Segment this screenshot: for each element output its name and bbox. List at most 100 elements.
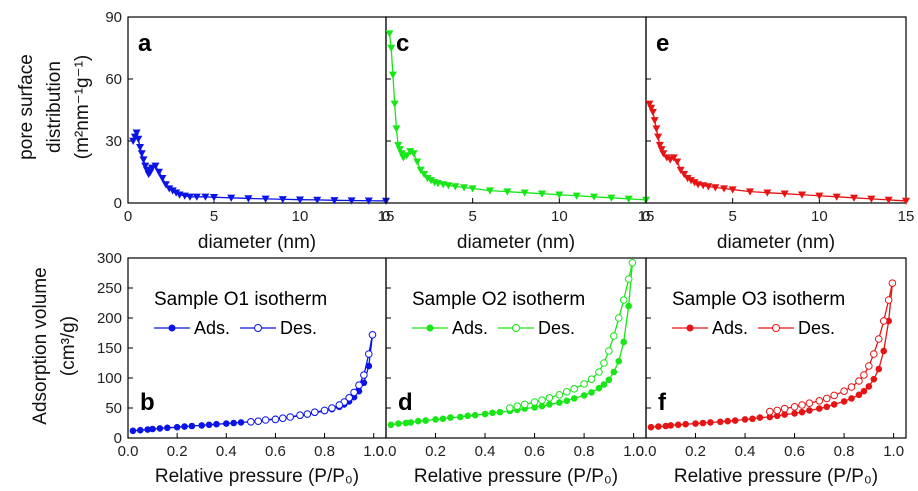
data-point <box>875 365 883 373</box>
data-point <box>360 371 368 379</box>
series-line <box>390 262 634 426</box>
data-point <box>763 189 772 197</box>
x-tick-label: 0.8 <box>834 443 855 460</box>
x-tick-label: 0 <box>124 208 132 225</box>
data-point <box>303 410 312 418</box>
data-point <box>173 423 181 431</box>
plot-frame <box>127 16 387 204</box>
data-point <box>766 407 774 416</box>
data-point <box>165 185 174 193</box>
data-point <box>690 179 699 187</box>
data-point <box>444 182 453 190</box>
legend-ads-marker <box>426 324 434 332</box>
data-point <box>628 259 637 267</box>
data-point <box>247 418 255 426</box>
data-point <box>840 398 848 405</box>
panel-letter: f <box>658 389 667 416</box>
data-point <box>580 392 588 399</box>
data-point <box>798 191 806 199</box>
data-point <box>880 347 888 355</box>
data-point <box>580 380 588 388</box>
legend-ads-marker <box>168 324 176 332</box>
x-tick-label: 0.4 <box>216 443 237 460</box>
x-tick-label: 0 <box>382 208 390 225</box>
data-point <box>154 168 163 176</box>
data-point <box>364 197 373 205</box>
data-point <box>144 426 151 433</box>
data-point <box>570 395 578 402</box>
data-point <box>806 407 813 414</box>
data-point <box>815 397 824 405</box>
data-point <box>464 412 472 420</box>
series-line <box>250 334 374 423</box>
data-point <box>439 415 447 423</box>
data-point <box>506 404 514 412</box>
data-point <box>620 338 628 346</box>
data-point <box>588 389 595 396</box>
data-point <box>422 417 429 424</box>
data-point <box>847 383 856 391</box>
data-point <box>397 150 406 158</box>
data-point <box>420 170 429 179</box>
data-point <box>286 413 294 421</box>
x-axis-label: diameter (nm) <box>198 232 316 253</box>
data-point <box>392 125 401 133</box>
y-tick-label: 30 <box>105 133 122 150</box>
data-point <box>823 403 831 411</box>
data-point <box>520 189 529 197</box>
legend-des-label: Des. <box>798 318 835 338</box>
data-point <box>840 387 848 396</box>
data-point <box>707 419 714 426</box>
data-point <box>692 420 699 427</box>
y-tick-label: 0 <box>114 195 122 212</box>
data-point <box>647 423 655 431</box>
data-point <box>704 183 713 191</box>
bottom-y-axis-label: Adsorption volume (cm³/g) <box>30 267 79 424</box>
legend-des-marker <box>512 324 520 332</box>
data-point <box>394 141 403 150</box>
data-point <box>387 421 395 429</box>
data-point <box>538 190 546 198</box>
data-point <box>595 384 603 392</box>
data-point <box>156 425 164 432</box>
data-point <box>201 193 210 201</box>
data-point <box>387 44 396 52</box>
panel-d: 0.0 0.2 0.4 0.6 0.8 1.0 Relative pressure (P/P… <box>376 257 647 487</box>
data-point <box>650 117 659 125</box>
data-point <box>368 331 377 339</box>
data-point <box>414 417 422 425</box>
x-tick-label: 10 <box>811 208 828 225</box>
data-point <box>724 417 732 425</box>
data-point <box>347 197 356 205</box>
data-point <box>699 419 707 427</box>
data-point <box>139 156 148 164</box>
x-tick-label: 15 <box>638 208 655 225</box>
data-point <box>213 420 220 428</box>
data-point <box>185 193 194 201</box>
x-tick-label: 0.4 <box>735 443 756 460</box>
data-point <box>731 417 739 424</box>
data-point <box>647 104 656 112</box>
data-point <box>230 419 237 427</box>
data-point <box>134 135 143 143</box>
x-tick-label: 5 <box>728 208 736 225</box>
data-point <box>865 383 873 390</box>
data-point <box>870 375 878 383</box>
data-point <box>296 411 304 420</box>
x-axis-label: Relative pressure (P/P₀) <box>674 466 878 487</box>
data-point <box>780 190 789 198</box>
data-point <box>682 420 689 428</box>
data-point <box>279 414 287 423</box>
x-tick-label: 0.8 <box>314 443 335 460</box>
x-tick-label: 0 <box>642 208 650 225</box>
data-point <box>330 197 339 205</box>
series-line <box>388 33 647 201</box>
data-point <box>355 381 363 390</box>
legend-des-marker <box>772 324 780 332</box>
data-point <box>610 332 618 340</box>
data-point <box>830 401 838 408</box>
data-point <box>711 184 720 192</box>
data-point <box>798 408 806 416</box>
data-point <box>555 191 564 199</box>
